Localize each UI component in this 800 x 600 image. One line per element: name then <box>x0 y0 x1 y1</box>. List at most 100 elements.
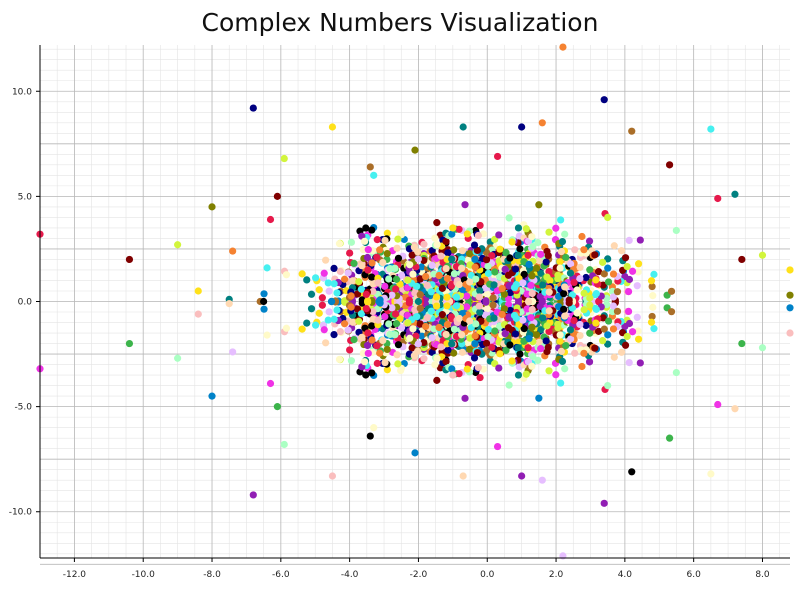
data-point <box>525 260 533 269</box>
data-point <box>520 325 528 333</box>
data-point <box>493 442 502 451</box>
data-point <box>476 287 484 295</box>
data-point <box>634 327 642 335</box>
data-point <box>322 339 330 347</box>
data-point <box>508 238 516 246</box>
data-point <box>604 331 612 339</box>
data-point <box>520 270 528 278</box>
data-point <box>225 300 233 308</box>
data-point <box>475 302 483 310</box>
data-point <box>474 363 482 372</box>
data-point <box>333 289 341 297</box>
data-point <box>455 370 463 378</box>
data-point <box>208 392 216 400</box>
data-point <box>357 285 366 293</box>
data-point <box>545 228 553 236</box>
data-point <box>391 264 399 272</box>
data-point <box>522 370 530 378</box>
data-point <box>298 325 306 333</box>
data-point <box>592 305 600 313</box>
data-point <box>449 224 457 232</box>
data-point <box>432 293 441 301</box>
data-point <box>335 355 344 363</box>
data-point <box>376 246 384 254</box>
data-point <box>600 96 608 104</box>
data-point <box>347 303 355 311</box>
data-point <box>381 313 389 321</box>
data-point <box>556 258 564 266</box>
data-point <box>514 344 522 352</box>
data-point <box>558 357 567 366</box>
data-point <box>535 257 543 265</box>
data-point <box>392 320 401 328</box>
data-point <box>500 290 509 298</box>
data-point <box>672 368 680 377</box>
data-point <box>604 255 612 263</box>
data-point <box>368 226 376 234</box>
data-point <box>516 350 524 358</box>
data-point <box>539 314 547 322</box>
data-point <box>381 282 389 290</box>
data-point <box>545 307 553 315</box>
data-point <box>344 269 352 277</box>
data-point <box>379 258 387 267</box>
data-point <box>307 305 316 313</box>
x-tick-label: 0.0 <box>480 570 495 580</box>
data-point <box>495 364 503 372</box>
data-point <box>472 320 480 328</box>
data-point <box>260 297 268 306</box>
data-point <box>471 340 479 348</box>
data-point <box>442 264 450 273</box>
data-point <box>604 317 613 325</box>
data-point <box>516 245 524 253</box>
data-point <box>491 268 499 276</box>
data-point <box>335 240 344 248</box>
data-point <box>539 281 547 289</box>
data-point <box>394 235 402 243</box>
data-point <box>672 226 680 235</box>
data-point <box>459 472 467 480</box>
data-point <box>556 264 564 272</box>
data-point <box>409 325 417 333</box>
data-point <box>554 271 562 279</box>
data-point <box>447 282 455 290</box>
data-point <box>340 275 349 283</box>
data-point <box>260 305 268 313</box>
data-point <box>533 331 541 339</box>
data-point <box>416 275 424 283</box>
data-point <box>571 246 579 254</box>
data-point <box>435 271 443 280</box>
data-point <box>557 216 565 224</box>
data-point <box>327 298 336 306</box>
data-point <box>347 238 356 246</box>
data-point <box>535 394 543 402</box>
data-point <box>423 281 431 290</box>
data-point <box>431 361 439 369</box>
data-point <box>458 247 467 255</box>
data-point <box>562 341 570 350</box>
data-point <box>498 310 506 319</box>
data-point <box>498 284 506 293</box>
data-point <box>501 330 509 338</box>
data-point <box>502 346 510 354</box>
data-point <box>366 432 374 440</box>
data-point <box>600 325 608 333</box>
data-point <box>561 365 569 373</box>
data-point <box>383 345 391 354</box>
data-point <box>393 244 401 252</box>
data-point <box>585 237 594 245</box>
data-point <box>229 247 237 255</box>
data-point <box>592 319 600 327</box>
data-point <box>471 263 479 271</box>
data-point <box>336 327 344 336</box>
data-point <box>493 152 502 161</box>
data-point <box>420 256 428 265</box>
data-point <box>420 355 428 363</box>
data-point <box>786 329 794 337</box>
data-point <box>570 278 578 287</box>
data-point <box>455 314 464 323</box>
data-point <box>260 290 268 298</box>
data-point <box>414 340 422 348</box>
data-point <box>714 194 722 203</box>
data-point <box>368 273 376 281</box>
